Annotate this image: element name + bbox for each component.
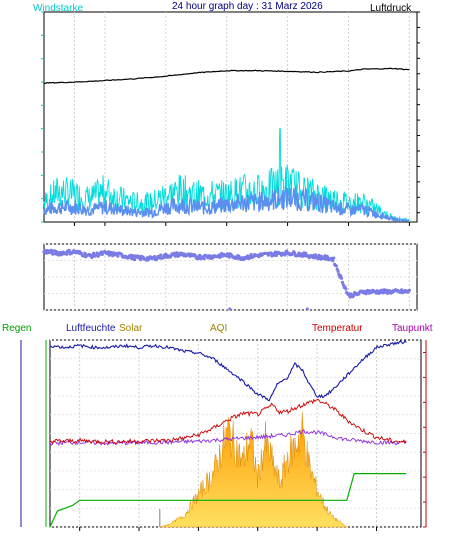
wind-pressure-panel (41, 11, 420, 226)
wind-direction-calm-point (305, 307, 309, 311)
wind-direction-calm-point (228, 307, 232, 311)
solar-series (159, 411, 348, 528)
wind-speed-label: Windstarke (33, 3, 83, 14)
rain-series (49, 473, 407, 528)
legend-solar: Solar (119, 323, 143, 334)
climate-panel (20, 339, 427, 531)
climate-legend: Regen Luftfeuchte Solar AQI Temperatur T… (2, 323, 433, 334)
legend-rain: Regen (2, 323, 31, 334)
pressure-series (43, 67, 410, 85)
temperature-series (49, 398, 407, 445)
wind-direction-series (42, 248, 412, 299)
legend-humidity: Luftfeuchte (66, 323, 116, 334)
wind-direction-panel (42, 243, 418, 311)
wind-average-series (43, 186, 410, 224)
pressure-label: Luftdruck (370, 3, 412, 14)
humidity-series (49, 339, 407, 402)
legend-temperature: Temperatur (312, 323, 363, 334)
legend-dewpoint: Taupunkt (392, 323, 433, 334)
graph-title: 24 hour graph day : 31 Marz 2026 (172, 1, 323, 12)
legend-aqi: AQI (210, 323, 227, 334)
